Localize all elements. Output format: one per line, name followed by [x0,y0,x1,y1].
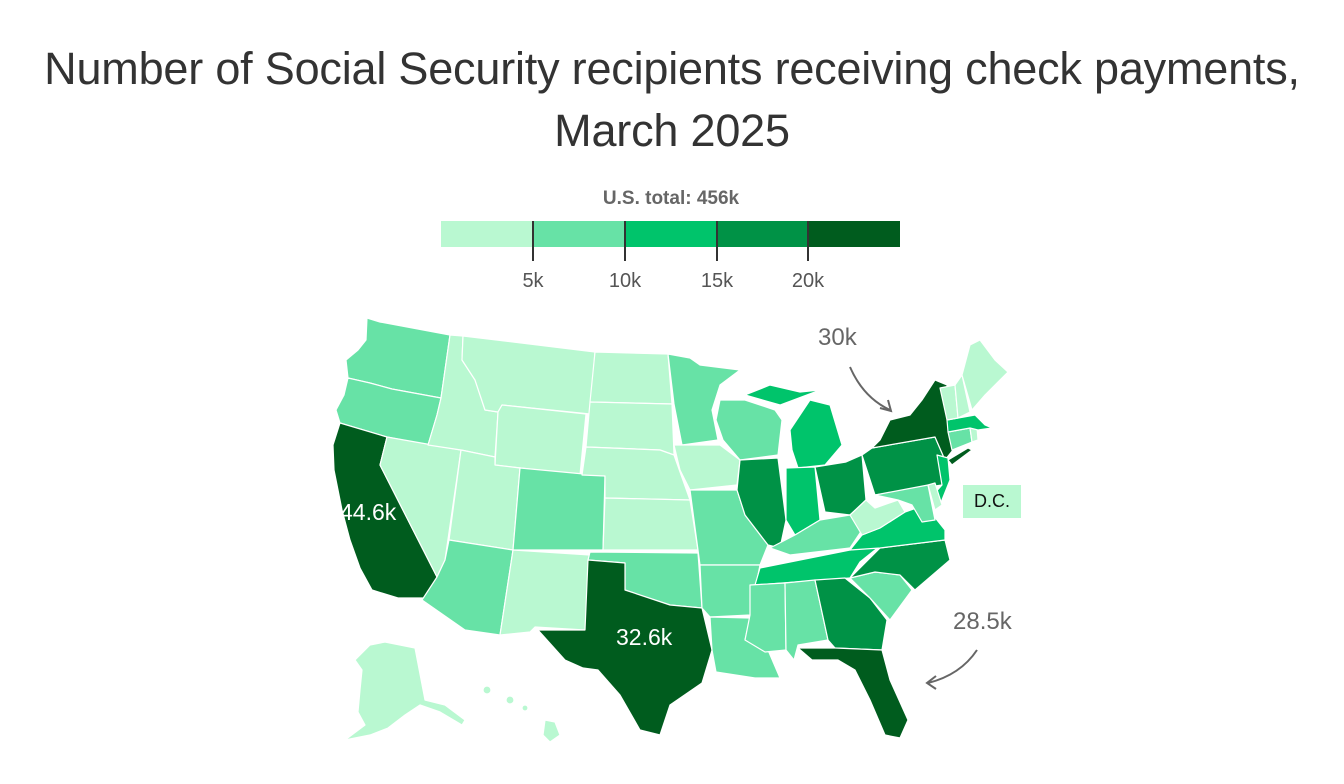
state-nh[interactable] [954,374,971,419]
state-nd[interactable] [589,351,673,405]
state-hi-island[interactable] [521,704,529,712]
dc-label[interactable]: D.C. [963,485,1021,518]
legend: U.S. total: 456k 5k 10k 15k 20k [441,186,901,292]
fl-arrowhead-icon [925,675,937,690]
state-mt[interactable] [461,335,596,415]
legend-tick [624,221,626,261]
chart-title: Number of Social Security recipients rec… [44,43,1300,156]
state-wy[interactable] [494,404,587,476]
state-hi[interactable] [542,719,561,743]
legend-tick [532,221,534,261]
legend-tick-label: 5k [522,270,544,292]
state-tx[interactable] [537,559,713,736]
legend-tick [716,221,718,261]
state-ak[interactable] [344,641,466,741]
state-de[interactable] [927,482,943,511]
legend-title: U.S. total: 456k [602,188,740,209]
state-wi[interactable] [715,399,783,461]
state-wv[interactable] [849,499,906,536]
legend-swatch-4 [716,221,809,247]
state-nm[interactable] [499,549,591,636]
legend-swatch-2 [532,221,625,247]
ny-arrow-icon [849,366,891,411]
legend-tick-label: 20k [791,270,825,292]
legend-tick-label: 15k [700,270,734,292]
state-hi-island[interactable] [505,695,515,705]
state-li[interactable] [947,447,973,466]
legend-bar [441,221,900,247]
legend-tick [807,221,809,261]
ny-annotation: 30k [818,324,857,351]
state-ga[interactable] [814,577,888,651]
state-mn[interactable] [667,353,741,446]
state-fl[interactable] [797,647,909,739]
state-co[interactable] [512,467,606,551]
ny-arrowhead-icon [879,399,893,413]
legend-swatch-5 [808,221,900,247]
fl-arrow-icon [927,649,978,684]
state-ms[interactable] [744,582,787,653]
state-ny[interactable] [871,379,954,461]
state-hi-island[interactable] [482,685,492,695]
tx-value-label: 32.6k [616,624,673,650]
state-me[interactable] [961,339,1009,411]
state-mi-up[interactable] [744,384,821,406]
legend-swatch-3 [624,221,717,247]
state-mi[interactable] [789,399,843,469]
ca-value-label: 44.6k [340,499,397,525]
fl-annotation: 28.5k [953,608,1012,635]
legend-swatch-1 [441,221,533,247]
state-ma[interactable] [946,414,993,433]
legend-tick-label: 10k [608,270,642,292]
state-ks[interactable] [602,497,699,551]
state-ar[interactable] [699,564,761,618]
